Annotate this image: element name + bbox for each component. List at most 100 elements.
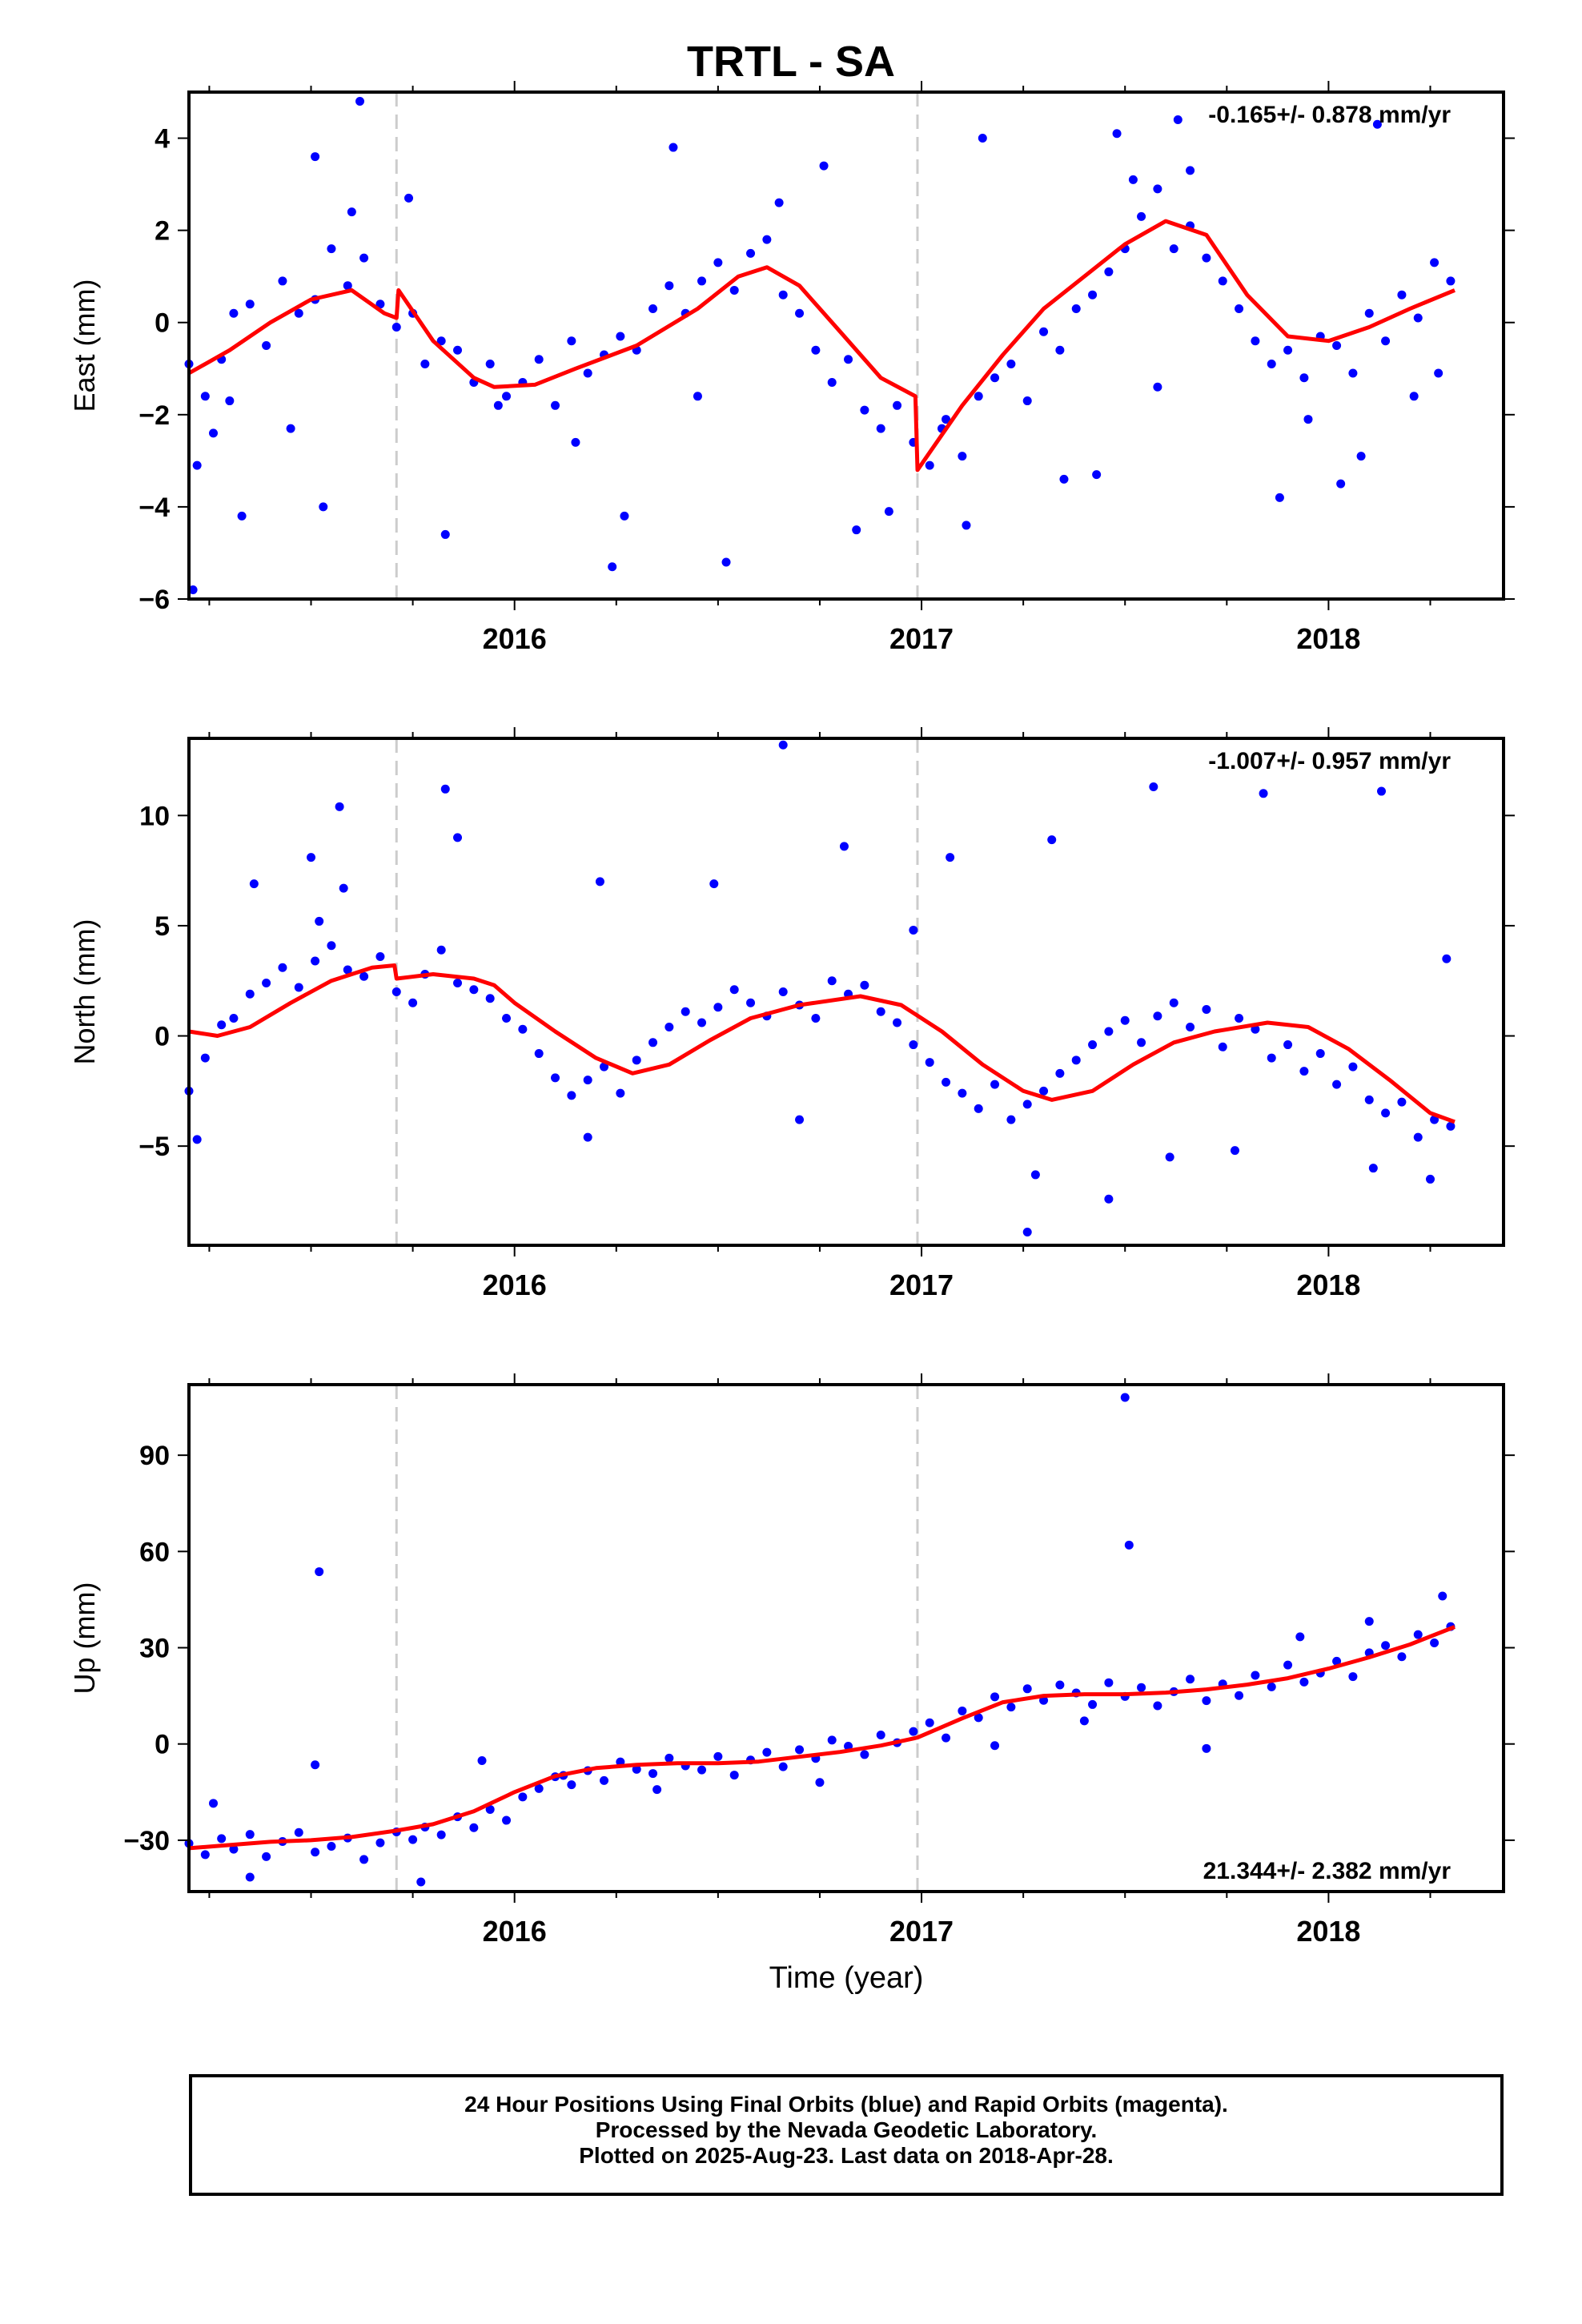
data-point xyxy=(583,1132,592,1142)
model-fit-line xyxy=(188,963,1456,1124)
data-point xyxy=(697,276,707,286)
data-point xyxy=(209,1799,219,1808)
data-point xyxy=(245,1872,255,1882)
data-point xyxy=(1438,1591,1447,1601)
data-point xyxy=(245,989,255,999)
data-point xyxy=(962,521,971,530)
data-point xyxy=(844,355,853,364)
plot-frame xyxy=(187,1383,1505,1893)
data-point xyxy=(942,1733,951,1743)
data-point xyxy=(746,998,756,1007)
data-point xyxy=(942,1077,951,1087)
data-point xyxy=(188,585,198,594)
data-point xyxy=(1315,1049,1325,1059)
data-point xyxy=(1202,1743,1211,1753)
data-point xyxy=(729,985,739,995)
data-point xyxy=(595,877,604,887)
data-point xyxy=(225,396,235,406)
data-point xyxy=(1446,276,1456,286)
data-point xyxy=(1169,244,1178,254)
data-point xyxy=(278,963,287,972)
plot-frame xyxy=(187,737,1505,1247)
data-point xyxy=(876,424,885,433)
data-point xyxy=(200,1053,210,1063)
data-point xyxy=(1364,308,1374,318)
panel-3: 2016 2017 2018 −30 0 30 60 90 Up (mm) 21.344+/- 2… xyxy=(68,1373,1515,1995)
x-tick-label: 2016 xyxy=(483,1915,547,1948)
data-point xyxy=(1173,115,1182,125)
data-point xyxy=(278,276,287,286)
data-point xyxy=(311,152,320,162)
data-point xyxy=(420,360,430,369)
chart-title: TRTL - SA xyxy=(687,38,895,86)
data-point xyxy=(1283,345,1293,355)
data-point xyxy=(713,258,723,267)
x-axis-label: Time (year) xyxy=(769,1961,924,1995)
data-point xyxy=(811,345,821,355)
data-point xyxy=(1153,1701,1162,1711)
data-point xyxy=(1128,175,1138,184)
data-point xyxy=(1022,396,1032,406)
data-point xyxy=(1104,267,1114,276)
data-point xyxy=(1149,782,1158,792)
data-point xyxy=(1153,1011,1162,1021)
data-point xyxy=(1006,1115,1016,1124)
x-tick-label: 2016 xyxy=(483,622,547,655)
data-point xyxy=(262,978,271,987)
data-point xyxy=(485,360,495,369)
y-tick-label: 4 xyxy=(155,124,170,155)
data-point xyxy=(1186,166,1195,175)
data-point xyxy=(567,1091,576,1100)
data-point xyxy=(648,1769,658,1779)
data-point xyxy=(1283,1660,1293,1670)
data-point xyxy=(974,1104,983,1113)
rate-annotation: 21.344+/- 2.382 mm/yr xyxy=(1203,1858,1452,1884)
data-point xyxy=(774,198,784,207)
data-point xyxy=(294,983,303,992)
data-point xyxy=(1104,1194,1114,1204)
data-point xyxy=(819,161,829,171)
data-point xyxy=(1071,1055,1081,1065)
data-point xyxy=(665,281,674,291)
data-point xyxy=(1267,1053,1276,1063)
data-point xyxy=(1267,360,1276,369)
footer-box: 24 Hour Positions Using Final Orbits (bl… xyxy=(189,2074,1504,2196)
data-point xyxy=(453,833,463,842)
data-point xyxy=(391,987,401,996)
data-point xyxy=(1165,1152,1174,1162)
data-point xyxy=(1169,998,1178,1007)
data-point xyxy=(583,368,592,378)
data-point xyxy=(262,1852,271,1861)
data-point xyxy=(1275,493,1284,502)
data-point xyxy=(1348,1672,1358,1682)
y-tick-label: −30 xyxy=(123,1826,170,1856)
data-point xyxy=(294,308,303,318)
data-point xyxy=(669,143,678,152)
data-point xyxy=(408,1835,418,1844)
y-tick-label: 90 xyxy=(139,1441,170,1471)
data-point xyxy=(893,1018,902,1027)
data-point xyxy=(1299,373,1309,383)
y-tick-label: 0 xyxy=(155,1730,170,1760)
data-point xyxy=(925,1058,934,1068)
footer-line-1: 24 Hour Positions Using Final Orbits (bl… xyxy=(464,2092,1228,2117)
data-point xyxy=(534,1049,544,1059)
data-point xyxy=(1088,1040,1098,1050)
data-point xyxy=(237,511,247,521)
data-point xyxy=(359,253,369,263)
data-point xyxy=(1267,1682,1276,1691)
data-point xyxy=(1368,1164,1378,1173)
y-tick-label: −6 xyxy=(139,585,170,615)
data-point xyxy=(762,1747,772,1757)
y-tick-label: 60 xyxy=(139,1537,170,1567)
data-point xyxy=(315,916,324,926)
data-point xyxy=(1259,789,1268,798)
data-point xyxy=(286,424,295,433)
data-point xyxy=(958,1706,967,1715)
data-point xyxy=(1235,304,1244,313)
data-point xyxy=(958,1088,967,1098)
data-point xyxy=(1088,290,1098,300)
data-point xyxy=(469,1823,479,1832)
x-tick-label: 2016 xyxy=(483,1269,547,1301)
data-point xyxy=(1071,304,1081,313)
